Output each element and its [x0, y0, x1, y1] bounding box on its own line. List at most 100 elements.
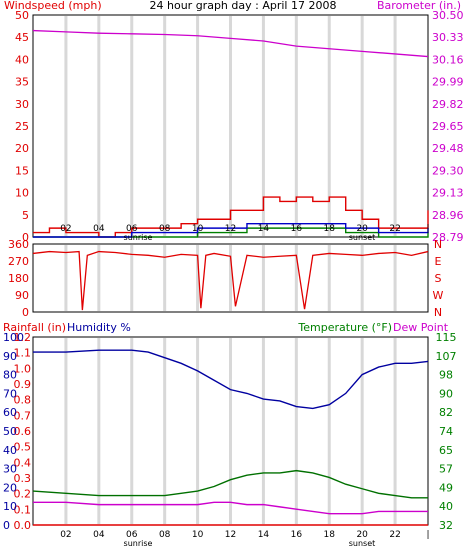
direction-degree-label: 0: [22, 306, 29, 319]
barometer-tick-label: 29.99: [432, 76, 464, 89]
hour-tick-label: 06: [126, 530, 138, 540]
humidity-tick-label: 20: [3, 481, 17, 494]
humidity-temperature-panel: 0.00.10.20.30.40.50.60.70.80.91.01.11.2 …: [3, 331, 457, 548]
hour-tick-label: 04: [93, 224, 105, 234]
dewpoint-axis-title: Dew Point: [393, 321, 449, 334]
temperature-tick-label: 49: [439, 481, 453, 494]
hour-tick-label: 14: [258, 530, 270, 540]
humidity-tick-label: 80: [3, 369, 17, 382]
barometer-tick-label: 29.48: [432, 142, 464, 155]
hour-tick-label: 16: [291, 224, 303, 234]
humidity-tick-label: 50: [3, 425, 17, 438]
humidity-axis-title: Humidity %: [67, 321, 131, 334]
barometer-tick-labels: 28.79 28.96 29.13 29.30 29.48 29.65 29.82 29.99…: [432, 9, 464, 244]
temperature-tick-label: 107: [436, 350, 457, 363]
rainfall-tick-label: 0.6: [14, 425, 32, 438]
temperature-tick-label: 57: [439, 463, 453, 476]
hour-tick-label: 20: [356, 530, 368, 540]
temperature-tick-label: 40: [439, 500, 453, 513]
hour-tick-label: 16: [291, 530, 303, 540]
barometer-tick-label: 29.13: [432, 187, 464, 200]
hour-tick-label: 04: [93, 530, 105, 540]
humidity-tick-label: 70: [3, 387, 17, 400]
humidity-tick-label: 40: [3, 444, 17, 457]
humidity-tick-label: 60: [3, 406, 17, 419]
sunset-label-bottom: sunset: [349, 539, 376, 548]
windspeed-tick-label: 20: [15, 142, 29, 155]
dew-point-line: [33, 501, 428, 515]
sunset-label-top: sunset: [349, 233, 376, 242]
hour-tick-label: 14: [258, 224, 270, 234]
wind-barometer-panel: 0 5 10 15 20 25 30 35 40 45 50 28.79 28.96 29.13 29.3…: [15, 9, 464, 244]
hour-tick-label: 02: [60, 530, 71, 540]
compass-label: N: [434, 238, 442, 251]
hour-tick-label: 18: [324, 530, 336, 540]
humidity-tick-labels: 0 10 20 30 40 50 60 70 80 90 100: [3, 331, 24, 532]
hour-tick-label: 10: [192, 530, 204, 540]
barometer-tick-label: 28.79: [432, 231, 464, 244]
wind-direction-line: [32, 250, 429, 311]
humidity-tick-label: 90: [3, 350, 17, 363]
rainfall-tick-label: 0.7: [14, 409, 32, 422]
temperature-tick-label: 82: [439, 406, 453, 419]
hour-tick-label: |: [426, 224, 429, 234]
windspeed-tick-label: 45: [15, 31, 29, 44]
barometer-line: [32, 29, 429, 58]
hour-tick-label: 08: [159, 530, 171, 540]
hour-tick-label: 06: [126, 224, 138, 234]
direction-degree-label: 360: [8, 238, 29, 251]
windspeed-tick-label: 10: [15, 187, 29, 200]
temperature-tick-label: 32: [439, 519, 453, 532]
rainfall-tick-label: 0.5: [14, 441, 32, 454]
humidity-tick-label: 10: [3, 500, 17, 513]
chart-title: 24 hour graph day : April 17 2008: [150, 0, 337, 12]
wind-panel-series: [32, 29, 429, 238]
barometer-tick-label: 30.50: [432, 9, 464, 22]
windspeed-axis-title: Windspeed (mph): [4, 0, 102, 12]
barometer-tick-label: 30.16: [432, 53, 464, 66]
windspeed-tick-label: 5: [22, 209, 29, 222]
rainfall-tick-label: 1.1: [14, 347, 32, 360]
hour-tick-label: 20: [356, 224, 368, 234]
rainfall-tick-label: 0.4: [14, 456, 32, 469]
compass-label: S: [435, 272, 442, 285]
windspeed-tick-label: 35: [15, 76, 29, 89]
sunrise-label-top: sunrise: [124, 233, 153, 242]
windspeed-tick-label: 40: [15, 53, 29, 66]
rainfall-tick-labels: 0.0 0.1 0.2 0.3 0.4 0.5 0.6 0.7 0.8 0.9 1.0 1.1 1.2: [14, 331, 32, 532]
hour-tick-label: |: [426, 530, 429, 540]
temperature-tick-labels: 32 40 49 57 65 74 82 90 98 107 115: [436, 331, 457, 532]
hour-tick-label: 22: [389, 530, 400, 540]
humidity-tick-label: 100: [3, 331, 24, 344]
windspeed-tick-label: 0: [22, 231, 29, 244]
temperature-tick-label: 115: [436, 331, 457, 344]
temperature-tick-label: 65: [439, 444, 453, 457]
windspeed-tick-label: 25: [15, 120, 29, 133]
barometer-tick-label: 30.33: [432, 31, 464, 44]
windspeed-tick-label: 30: [15, 98, 29, 111]
hour-tick-label: 12: [225, 530, 236, 540]
humidity-panel-hour-labels: 02 04 06 08 10 12 14 16 18 20 22 |: [60, 530, 429, 540]
humidity-tick-label: 30: [3, 463, 17, 476]
temperature-tick-label: 90: [439, 387, 453, 400]
wind-gust-line: [33, 196, 429, 238]
direction-panel-series: [32, 250, 429, 311]
direction-degree-label: 270: [8, 255, 29, 268]
compass-label: E: [435, 255, 442, 268]
hour-tick-label: 18: [324, 224, 336, 234]
hour-tick-label: 02: [60, 224, 71, 234]
hour-tick-label: 22: [389, 224, 400, 234]
rainfall-tick-label: 0.9: [14, 378, 32, 391]
barometer-tick-label: 28.96: [432, 209, 464, 222]
direction-degree-label: 180: [8, 272, 29, 285]
rainfall-tick-label: 0.8: [14, 394, 32, 407]
direction-degree-label: 90: [15, 289, 29, 302]
compass-label: W: [433, 289, 444, 302]
barometer-tick-label: 29.82: [432, 98, 464, 111]
wind-panel-hour-labels: 02 04 06 08 10 12 14 16 18 20 22 |: [60, 224, 429, 234]
temperature-line: [32, 469, 428, 499]
hour-tick-label: 12: [225, 224, 236, 234]
